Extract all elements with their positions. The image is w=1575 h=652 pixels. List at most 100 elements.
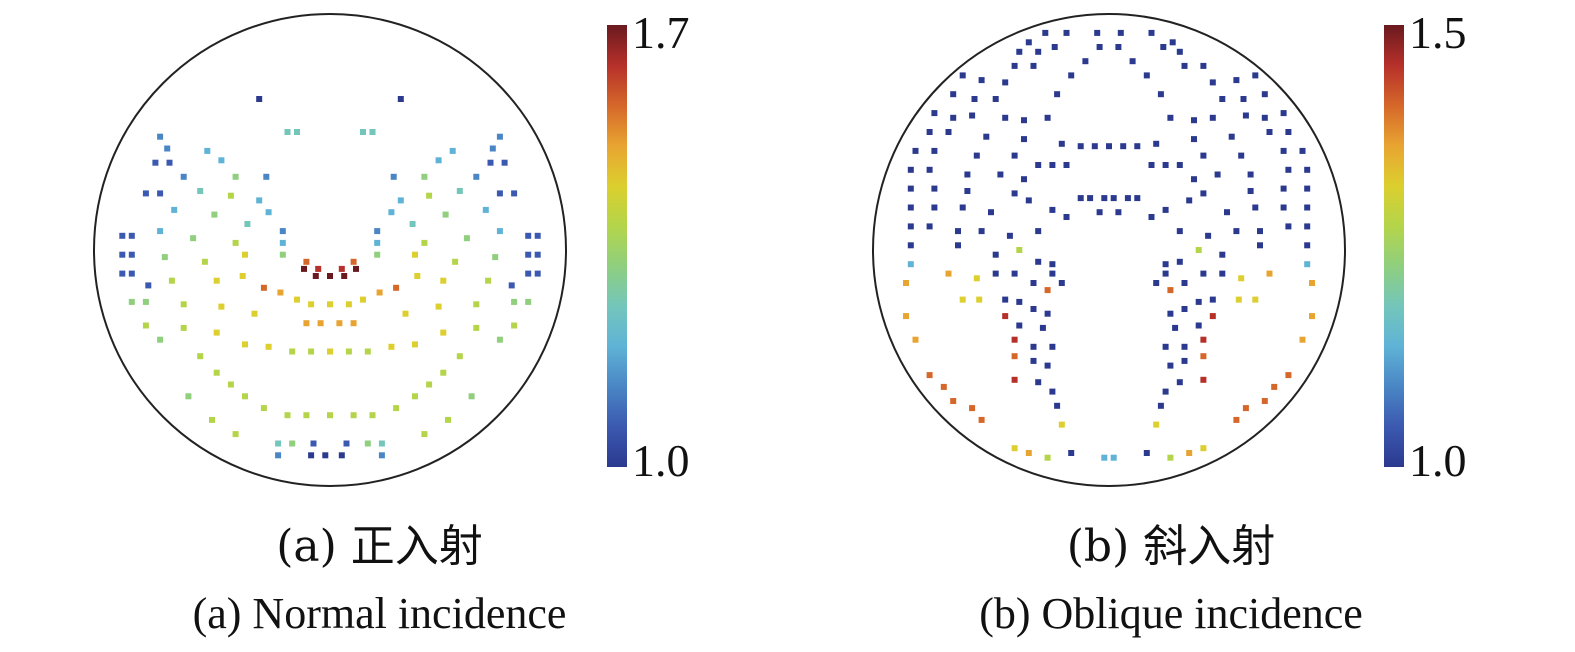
intensity-point [256,197,263,204]
intensity-point [1186,450,1193,456]
intensity-point [364,348,371,355]
intensity-point [1167,362,1174,369]
intensity-point [345,301,352,308]
intensity-point [1049,206,1056,213]
intensity-point [414,273,421,279]
intensity-point [1200,445,1207,452]
colorbar-a [607,25,627,467]
intensity-point [338,452,345,459]
intensity-point [327,348,333,355]
intensity-point [992,96,999,102]
intensity-point [218,157,225,164]
intensity-point [1035,48,1042,55]
intensity-point [1252,296,1259,303]
intensity-point [308,348,315,355]
intensity-point [1002,313,1009,320]
intensity-point [364,440,371,447]
intensity-point [1096,209,1103,216]
intensity-point [317,320,324,327]
intensity-point [1077,195,1084,202]
intensity-point [1200,376,1207,383]
intensity-point [525,251,532,258]
intensity-point [1219,96,1226,102]
intensity-point [1219,270,1226,277]
intensity-point [1153,140,1160,147]
intensity-point [1049,388,1056,395]
intensity-point [907,204,914,211]
intensity-point [1153,421,1160,428]
intensity-point [265,343,272,350]
intensity-point [1058,280,1065,286]
intensity-point [931,147,938,154]
intensity-point [303,320,310,327]
intensity-point [1143,72,1150,79]
intensity-point [310,440,317,447]
intensity-point [303,258,310,265]
intensity-point [1058,140,1065,147]
intensity-point [508,282,515,289]
intensity-point [164,145,171,152]
intensity-point [1219,251,1226,258]
intensity-point [1195,247,1202,253]
intensity-point [1200,270,1207,277]
intensity-point [145,282,152,289]
intensity-point [534,270,541,277]
intensity-point [360,296,366,303]
intensity-point [211,211,218,218]
intensity-point [931,204,938,211]
intensity-point [157,133,164,140]
intensity-point [440,277,447,284]
panel-a: 1.7 1.0 (a) 正入射 (a) Normal incidence [0,0,787,652]
intensity-point [926,166,933,173]
pole-figure-a [93,13,567,487]
intensity-point [119,232,126,239]
intensity-point [1077,143,1084,150]
intensity-point [1134,143,1141,150]
intensity-point [959,72,966,79]
intensity-point [1044,114,1051,121]
intensity-point [907,261,914,268]
intensity-point [260,284,267,291]
intensity-point [501,159,508,166]
intensity-point [1110,195,1117,202]
intensity-point [1238,275,1245,282]
intensity-point [239,273,246,279]
intensity-point [327,301,333,308]
intensity-point [315,265,322,272]
intensity-point [1181,357,1188,364]
intensity-point [157,228,164,235]
intensity-point [1280,185,1287,192]
intensity-point [232,239,239,246]
colorbar-max-label: 1.5 [1409,7,1467,58]
intensity-point [128,232,135,239]
intensity-point [926,129,933,135]
intensity-point [1011,336,1018,343]
intensity-point [1233,228,1240,235]
intensity-point [171,206,178,213]
caption-chinese: (b) 斜入射 [1066,521,1276,572]
intensity-point [232,173,239,180]
intensity-point [992,270,999,277]
intensity-point [525,298,532,305]
intensity-point [511,190,518,197]
caption-english: (b) Oblique incidence [979,589,1363,638]
intensity-point [388,343,395,350]
intensity-point [1172,324,1179,331]
intensity-point [197,353,204,360]
intensity-point [1115,209,1122,216]
intensity-point [950,398,957,404]
intensity-point [213,329,220,336]
intensity-point [907,185,914,192]
intensity-point [534,232,541,239]
intensity-point [128,270,135,277]
intensity-point [1252,72,1259,79]
intensity-point [903,313,909,320]
intensity-point [185,393,192,400]
intensity-point [1176,48,1183,55]
intensity-point [1167,114,1174,121]
intensity-point [353,265,359,272]
intensity-point [1016,322,1023,329]
intensity-point [161,254,168,261]
intensity-point [1030,62,1037,69]
intensity-point [1153,280,1160,286]
